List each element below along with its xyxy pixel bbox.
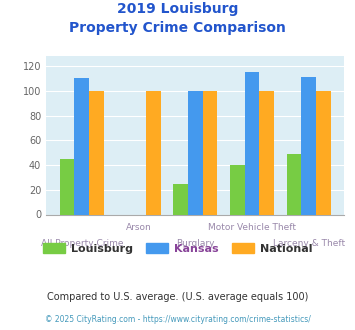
Bar — [146, 91, 161, 214]
Text: 2019 Louisburg: 2019 Louisburg — [117, 2, 238, 16]
Text: Arson: Arson — [126, 223, 152, 232]
Bar — [301, 77, 316, 214]
Bar — [89, 91, 104, 214]
Text: Larceny & Theft: Larceny & Theft — [273, 239, 345, 248]
Text: Burglary: Burglary — [176, 239, 214, 248]
Bar — [60, 159, 75, 214]
Bar — [260, 91, 274, 214]
Bar — [203, 91, 217, 214]
Text: All Property Crime: All Property Crime — [40, 239, 123, 248]
Legend: Louisburg, Kansas, National: Louisburg, Kansas, National — [38, 239, 317, 258]
Text: Motor Vehicle Theft: Motor Vehicle Theft — [208, 223, 296, 232]
Text: Compared to U.S. average. (U.S. average equals 100): Compared to U.S. average. (U.S. average … — [47, 292, 308, 302]
Text: © 2025 CityRating.com - https://www.cityrating.com/crime-statistics/: © 2025 CityRating.com - https://www.city… — [45, 315, 310, 324]
Bar — [188, 91, 203, 214]
Bar — [245, 72, 260, 214]
Text: Property Crime Comparison: Property Crime Comparison — [69, 21, 286, 35]
Bar — [286, 154, 301, 214]
Bar — [230, 165, 245, 214]
Bar — [316, 91, 331, 214]
Bar — [75, 79, 89, 214]
Bar — [173, 183, 188, 214]
